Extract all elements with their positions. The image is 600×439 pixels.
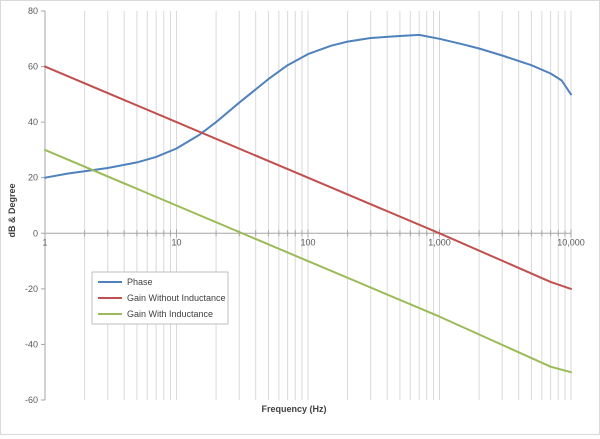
legend-entry: Phase	[127, 277, 153, 287]
x-tick-label: 100	[300, 237, 315, 247]
y-tick-label: 60	[28, 62, 38, 72]
y-tick-label: -60	[25, 395, 38, 405]
x-tick-label: 10,000	[557, 237, 585, 247]
y-tick-label: 20	[28, 173, 38, 183]
y-tick-label: -40	[25, 339, 38, 349]
y-tick-label: 40	[28, 117, 38, 127]
y-tick-label: -20	[25, 284, 38, 294]
series-line-3	[44, 148, 572, 374]
legend-entry: Gain Without Inductance	[127, 293, 226, 303]
series-line-2	[44, 65, 572, 290]
x-axis-title: Frequency (Hz)	[261, 404, 326, 414]
series-line-1	[44, 33, 572, 179]
y-axis-title: dB & Degree	[7, 183, 17, 237]
x-tick-label: 1,000	[428, 237, 451, 247]
y-tick-label: 0	[33, 228, 38, 238]
y-tick-label: 80	[28, 6, 38, 16]
x-tick-label: 10	[171, 237, 181, 247]
x-tick-label: 1	[42, 237, 47, 247]
legend-entry: Gain With Inductance	[127, 309, 213, 319]
